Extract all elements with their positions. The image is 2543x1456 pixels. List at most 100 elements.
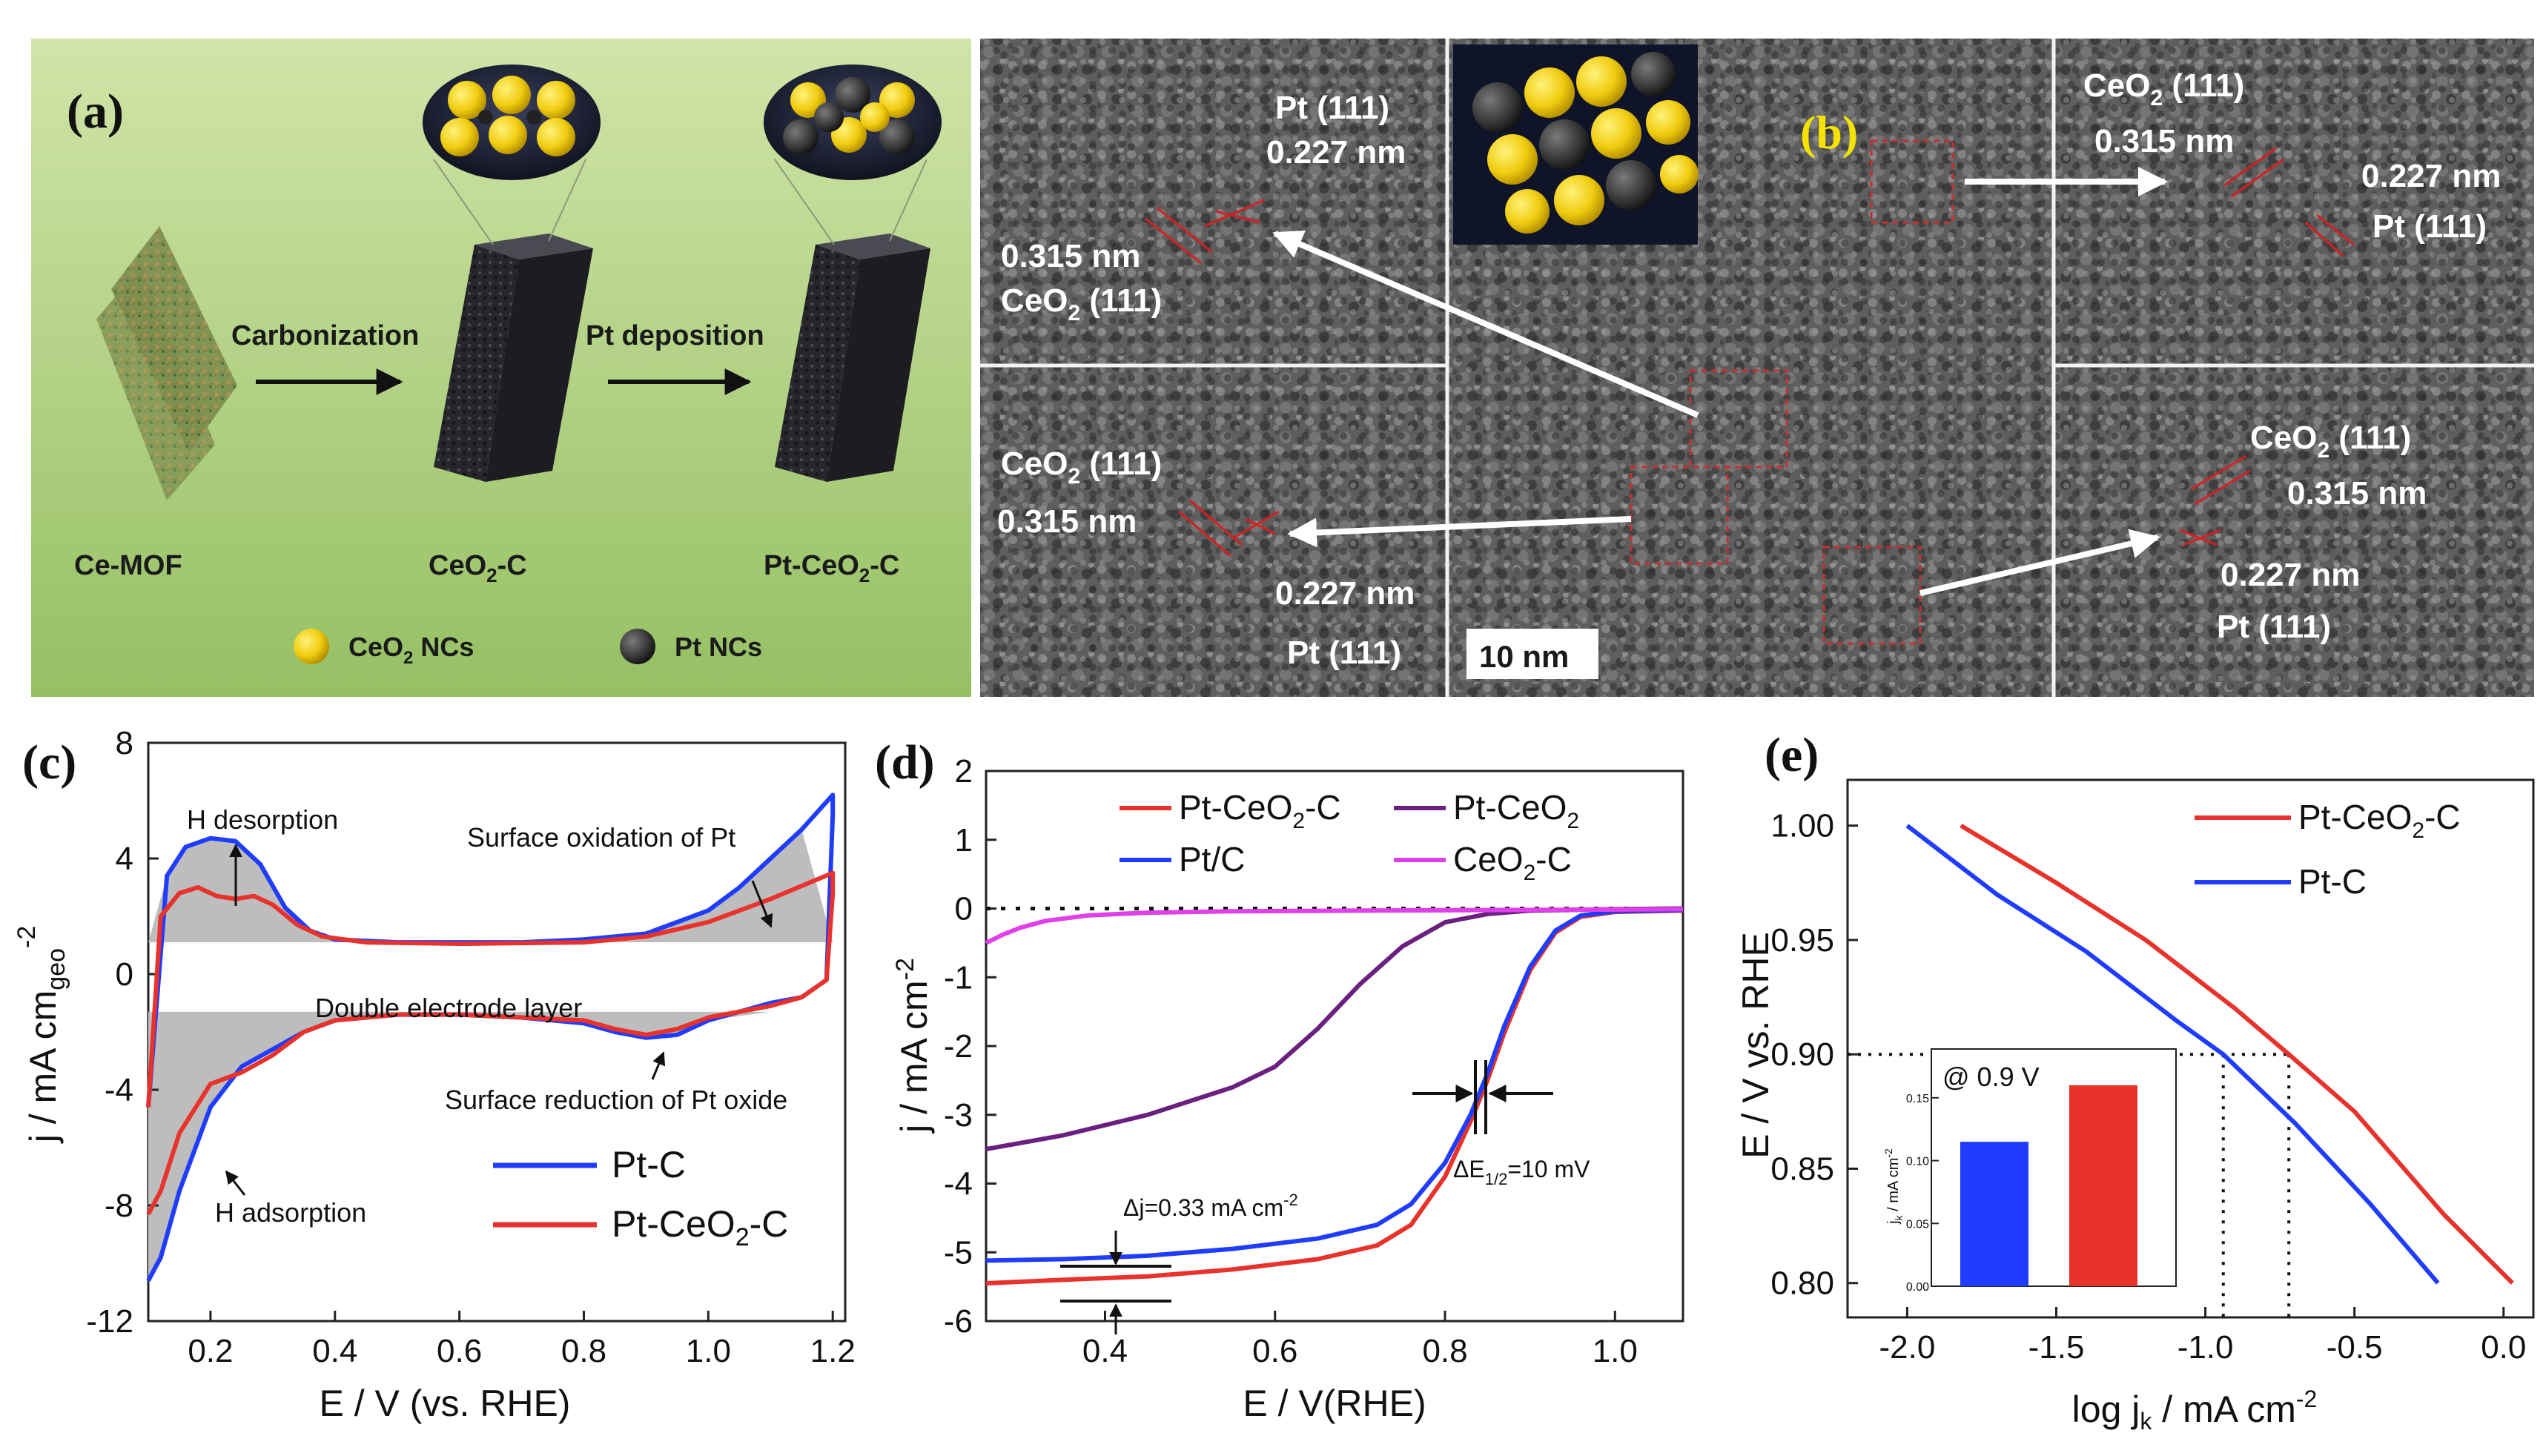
carbonization-label: Carbonization — [231, 320, 419, 351]
legend-label-pt-c: Pt/C — [1179, 840, 1245, 878]
ceo2-plane-label: CeO2 (111) — [2250, 420, 2411, 463]
legend-label-pt-ceo2-c: Pt-CeO2-C — [612, 1203, 788, 1251]
pt-spacing-label: 0.227 nm — [1266, 134, 1406, 171]
panel-e-label: (e) — [1765, 728, 1819, 782]
x-tick-label: 0.4 — [312, 1333, 357, 1369]
x-tick-label: -2.0 — [1879, 1329, 1936, 1366]
ceo2-plane-label: CeO2 (111) — [1001, 282, 1162, 325]
roi-box — [1689, 369, 1788, 469]
y-tick-label: 4 — [116, 841, 133, 877]
y-tick-label: 1 — [955, 822, 973, 858]
x-tick-label: -1.5 — [2028, 1329, 2085, 1366]
x-tick-label: 1.0 — [686, 1333, 731, 1369]
annotation-surface-oxidation: Surface oxidation of Pt — [467, 822, 735, 853]
series-line-pt-ceo2-c — [1960, 824, 2514, 1285]
legend-label-pt-ceo2-c: Pt-CeO2-C — [2298, 798, 2461, 843]
zoom-line — [774, 159, 835, 245]
pt-spacing-label: 0.227 nm — [1275, 575, 1415, 612]
y-axis-label-e: E / V vs. RHE — [1735, 932, 1776, 1159]
roi-box — [1822, 546, 1922, 645]
lattice-marker — [1145, 147, 2355, 557]
x-axis-label-c: E / V (vs. RHE) — [320, 1383, 571, 1424]
pt-ceo2-c-zoom-disc — [764, 64, 942, 180]
roi-box — [1870, 139, 1954, 224]
cv-shaded-cathodic — [148, 1011, 827, 1281]
ceo2-c-label: CeO2-C — [429, 550, 527, 586]
x-tick-label: 0.4 — [1082, 1333, 1128, 1369]
pt-ceo2-c-rod — [775, 234, 930, 482]
pt-ceo2-c-label: Pt-CeO2-C — [764, 550, 899, 586]
inset-y-tick-label: 0.10 — [1906, 1156, 1929, 1168]
scale-bar-label: 10 nm — [1479, 639, 1569, 674]
inset-bar-pt-ceo2-c — [2069, 1085, 2137, 1286]
y-axis-label-c: j / mA cmgeo-2 — [13, 926, 70, 1145]
y-tick-label: -5 — [944, 1234, 973, 1271]
panel-c: (c) 0.2 0.4 0.6 0.8 1.0 1.2 8 4 0 -4 -8 -12 H desor… — [13, 725, 856, 1424]
x-tick-label: 1.0 — [1593, 1333, 1638, 1369]
series-line-ceo2-c — [985, 907, 1684, 945]
legend-label-ceo2-c: CeO2-C — [1453, 840, 1572, 885]
y-tick-label: 0.90 — [1770, 1036, 1834, 1073]
y-tick-label: 2 — [955, 753, 973, 790]
zoom-line — [548, 159, 586, 242]
x-tick-label: 0.2 — [188, 1333, 233, 1369]
x-tick-label: 0.8 — [1422, 1333, 1467, 1369]
legend-label-pt-c: Pt-C — [2298, 862, 2367, 901]
y-tick-label: 0 — [116, 956, 133, 993]
ceo2-c-rod — [434, 234, 593, 482]
inset-bar-pt-c — [1960, 1142, 2028, 1286]
x-tick-label: 0.0 — [2481, 1329, 2526, 1366]
x-tick-label: -1.0 — [2177, 1329, 2234, 1366]
annotation-arrow — [651, 1051, 666, 1080]
y-tick-label: 1.00 — [1770, 808, 1834, 844]
legend-label-pt-c: Pt-C — [612, 1144, 686, 1185]
tem-model-inset — [1453, 44, 1699, 245]
y-tick-label: -3 — [944, 1097, 973, 1134]
annotation-h-adsorption: H adsorption — [215, 1197, 366, 1228]
pt-spacing-label: 0.227 nm — [2220, 557, 2360, 593]
ceo2-plane-label: CeO2 (111) — [2083, 67, 2244, 110]
ce-mof-crystal-shadow — [96, 267, 215, 500]
ce-mof-label: Ce-MOF — [74, 550, 182, 581]
ceo2-spacing-label: 0.315 nm — [1001, 238, 1140, 274]
ceo2-spacing-label: 0.315 nm — [2094, 123, 2234, 159]
legend-label-pt-ceo2-c: Pt-CeO2-C — [1179, 788, 1341, 833]
plot-area-d — [985, 770, 1684, 1323]
panel-a-label: (a) — [67, 85, 124, 139]
y-tick-label: 0.85 — [1770, 1151, 1834, 1187]
pt-nc-legend-swatch — [620, 629, 655, 664]
y-tick-label: -8 — [105, 1188, 133, 1224]
pt-plane-label: Pt (111) — [2217, 609, 2331, 645]
annotation-arrow — [751, 880, 773, 928]
panel-d-label: (d) — [875, 735, 935, 790]
legend-label-pt-ceo2: Pt-CeO2 — [1453, 788, 1579, 833]
ceo2-spacing-label: 0.315 nm — [2287, 475, 2427, 512]
y-tick-label: 0 — [955, 891, 973, 927]
pt-plane-label: Pt (111) — [1287, 635, 1401, 671]
x-tick-label: 1.2 — [810, 1333, 856, 1369]
pt-deposition-label: Pt deposition — [586, 320, 764, 351]
x-axis-label-d: E / V(RHE) — [1243, 1383, 1426, 1424]
double-layer-region — [151, 942, 827, 1012]
inset-y-tick-label: 0.15 — [1906, 1093, 1929, 1105]
x-tick-label: -0.5 — [2327, 1329, 2383, 1366]
ceo2-nc-legend-label: CeO2 NCs — [348, 632, 474, 668]
panel-a: (a) Carbonization Pt deposition — [31, 39, 971, 697]
panel-b-label: (b) — [1800, 106, 1858, 159]
annotation-delta-j: Δj=0.33 mA cm-2 — [1123, 1191, 1298, 1221]
zoom-arrow — [1919, 529, 2160, 596]
panel-c-label: (c) — [22, 735, 76, 790]
zoom-arrow — [1272, 230, 1699, 418]
ceo2-c-zoom-disc — [423, 64, 601, 180]
ceo2-plane-label: CeO2 (111) — [1001, 446, 1162, 489]
x-tick-label: 0.8 — [561, 1333, 606, 1369]
y-tick-label: -4 — [944, 1166, 973, 1202]
panel-d: (d) 0.4 0.6 0.8 1.0 2 1 0 -1 -2 -3 -4 -5 -6 Pt-CeO2-… — [875, 735, 1684, 1424]
y-axis-label-d: j / mA cm-2 — [891, 958, 935, 1134]
y-tick-label: -4 — [105, 1072, 133, 1108]
series-line-pt-c — [985, 907, 1684, 1263]
zoom-arrow — [1287, 516, 1632, 548]
roi-box — [1630, 466, 1729, 565]
panel-e: (e) -2.0 -1.5 -1.0 -0.5 0.0 1.00 0.95 0.90 0.85 0… — [1735, 728, 2535, 1435]
y-tick-label: -12 — [86, 1303, 133, 1340]
